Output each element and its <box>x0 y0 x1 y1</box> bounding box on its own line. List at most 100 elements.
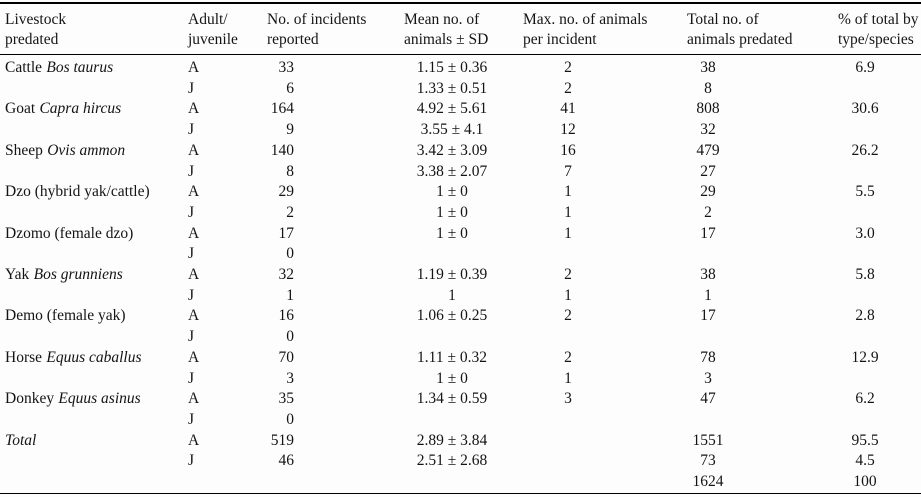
incidents-cell: 33 <box>278 59 295 76</box>
mean-sd-cell: 2.89 ± 3.84 <box>416 431 488 449</box>
max-per-incident-cell: 2 <box>564 79 572 97</box>
total-predated-cell: 8 <box>704 79 712 97</box>
age-class-cell: A <box>188 183 200 201</box>
incidents-cell: 1 <box>286 286 294 304</box>
col-header-max-animals-per-incident: Max. no. of animals per incident <box>515 3 679 55</box>
species-name: Goat <box>5 100 36 118</box>
col-header-mean-animals-sd: Mean no. of animals ± SD <box>396 3 515 55</box>
incidents-cell: 9 <box>286 121 294 139</box>
species-name: Horse <box>5 348 43 366</box>
mean-sd-cell: 1.19 ± 0.39 <box>416 266 488 284</box>
incidents-cell: 70 <box>278 348 295 366</box>
mean-sd-cell <box>396 410 515 431</box>
total-predated-cell: 38 <box>700 266 716 284</box>
incidents-cell: 16 <box>278 307 295 325</box>
table-row: Demo (female yak) A 16 1.06 ± 0.25 2 17 … <box>0 306 921 327</box>
livestock-cell: Dzo (hybrid yak/cattle) <box>0 182 183 203</box>
header-line: Adult/ <box>188 11 228 28</box>
incidents-cell: 0 <box>286 245 294 263</box>
mean-sd-cell: 3.42 ± 3.09 <box>416 141 488 159</box>
incidents-cell: 32 <box>278 266 295 284</box>
mean-sd-cell <box>396 244 515 265</box>
table-row: J 8 3.38 ± 2.07 7 27 <box>0 162 921 183</box>
max-per-incident-cell <box>515 410 679 431</box>
total-predated-cell <box>679 327 828 348</box>
table-row: J 1 1 1 1 <box>0 286 921 307</box>
percent-of-total-cell <box>828 369 921 390</box>
livestock-cell: Dzomo (female dzo) <box>0 224 183 245</box>
mean-sd-cell: 1 ± 0 <box>436 369 468 387</box>
percent-of-total-cell <box>828 327 921 348</box>
max-per-incident-cell: 1 <box>564 224 572 242</box>
total-predated-cell: 38 <box>700 59 716 76</box>
incidents-cell: 35 <box>278 390 295 408</box>
incidents-cell: 3 <box>286 369 294 387</box>
mean-sd-cell: 4.92 ± 5.61 <box>416 100 488 118</box>
header-line: per incident <box>523 30 597 48</box>
age-class-cell: J <box>188 328 195 346</box>
age-class-cell: A <box>188 100 200 118</box>
percent-of-total-cell <box>828 120 921 141</box>
percent-of-total-cell: 3.0 <box>855 224 875 242</box>
incidents-cell <box>262 472 396 493</box>
species-name: Yak <box>5 266 30 284</box>
total-predated-cell: 27 <box>700 162 716 180</box>
species-latin-name: Bos grunniens <box>33 266 123 284</box>
total-predated-cell: 32 <box>700 121 716 139</box>
total-predated-cell: 73 <box>700 452 716 470</box>
species-name: Demo (female yak) <box>5 307 126 325</box>
age-class-cell: J <box>188 410 195 428</box>
header-line: animals predated <box>687 30 793 48</box>
max-per-incident-cell: 7 <box>564 162 572 180</box>
max-per-incident-cell: 1 <box>564 203 572 221</box>
age-class-cell: J <box>188 79 195 97</box>
table-row: Yak Bos grunniens A 32 1.19 ± 0.39 2 38 5… <box>0 265 921 286</box>
header-line: predated <box>5 30 59 48</box>
age-class-cell: A <box>188 266 200 284</box>
max-per-incident-cell: 2 <box>564 348 572 366</box>
percent-of-total-cell: 5.8 <box>855 266 875 284</box>
livestock-cell <box>0 244 183 265</box>
header-line: Total no. of <box>687 11 759 28</box>
age-class-cell: J <box>188 286 195 304</box>
incidents-cell: 0 <box>286 328 294 346</box>
header-line: % of total by <box>838 11 919 28</box>
age-class-cell: J <box>188 369 195 387</box>
table-row: J 3 1 ± 0 1 3 <box>0 369 921 390</box>
total-predated-cell: 479 <box>696 141 720 159</box>
incidents-cell: 519 <box>270 431 294 449</box>
total-predated-cell: 17 <box>700 307 716 325</box>
percent-of-total-cell: 6.9 <box>855 59 875 76</box>
mean-sd-cell: 1 <box>448 286 456 304</box>
header-line: reported <box>267 30 319 48</box>
livestock-cell: Sheep Ovis ammon <box>0 141 183 162</box>
max-per-incident-cell: 3 <box>564 390 572 408</box>
table-body: Cattle Bos taurus A 33 1.15 ± 0.36 2 38 6… <box>0 55 921 494</box>
col-header-livestock-predated: Livestock predated <box>0 3 183 55</box>
table-row: Dzo (hybrid yak/cattle) A 29 1 ± 0 1 29 … <box>0 182 921 203</box>
table-row: Total A 519 2.89 ± 3.84 1551 95.5 <box>0 431 921 452</box>
percent-of-total-cell: 12.9 <box>851 348 879 366</box>
mean-sd-cell: 2.51 ± 2.68 <box>416 452 488 470</box>
percent-of-total-cell: 2.8 <box>855 307 875 325</box>
mean-sd-cell <box>396 472 515 493</box>
max-per-incident-cell: 2 <box>564 307 572 325</box>
percent-of-total-cell <box>828 203 921 224</box>
mean-sd-cell: 1.11 ± 0.32 <box>417 348 487 366</box>
max-per-incident-cell <box>515 244 679 265</box>
percent-of-total-cell: 95.5 <box>851 431 879 449</box>
mean-sd-cell: 3.38 ± 2.07 <box>416 162 488 180</box>
age-class-cell: A <box>188 431 200 449</box>
livestock-cell <box>0 162 183 183</box>
incidents-cell: 29 <box>278 183 295 201</box>
incidents-cell: 140 <box>270 141 294 159</box>
age-class-cell <box>183 472 262 493</box>
species-latin-name: Equus caballus <box>46 348 142 366</box>
total-predated-cell: 1 <box>704 286 712 304</box>
total-predated-cell: 78 <box>700 348 716 366</box>
table-row: Dzomo (female dzo) A 17 1 ± 0 1 17 3.0 <box>0 224 921 245</box>
livestock-cell <box>0 410 183 431</box>
max-per-incident-cell <box>515 451 679 472</box>
livestock-cell <box>0 79 183 100</box>
